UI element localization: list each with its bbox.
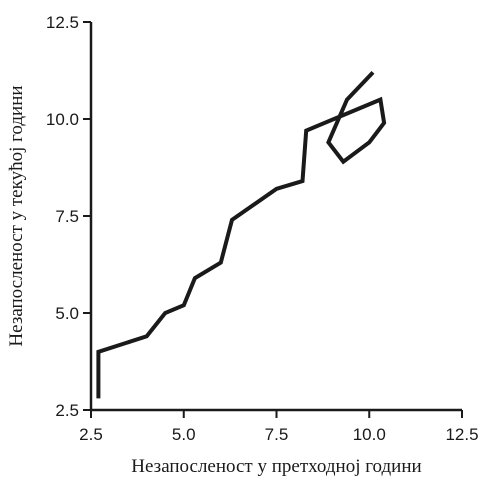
chart-axes	[89, 22, 462, 412]
x-tick-labels: 2.5 5.0 7.5 10.0 12.5	[79, 425, 478, 444]
chart-series	[96, 71, 387, 399]
x-tick-label: 10.0	[353, 425, 386, 444]
x-axis-title: Незапосленост у претходној години	[131, 456, 421, 477]
y-tick-labels: 2.5 5.0 7.5 10.0 12.5	[46, 13, 79, 420]
series-line	[96, 71, 387, 399]
y-tick-label: 12.5	[46, 13, 79, 32]
x-tick-label: 12.5	[445, 425, 478, 444]
x-tick-label: 7.5	[265, 425, 289, 444]
y-tick-label: 7.5	[55, 207, 79, 226]
y-tick-label: 5.0	[55, 304, 79, 323]
y-axis-title: Незапосленост у текућој години	[6, 85, 27, 346]
tick-marks	[83, 21, 463, 418]
x-tick-label: 5.0	[172, 425, 196, 444]
y-tick-label: 10.0	[46, 110, 79, 129]
x-tick-label: 2.5	[79, 425, 103, 444]
y-tick-label: 2.5	[55, 401, 79, 420]
